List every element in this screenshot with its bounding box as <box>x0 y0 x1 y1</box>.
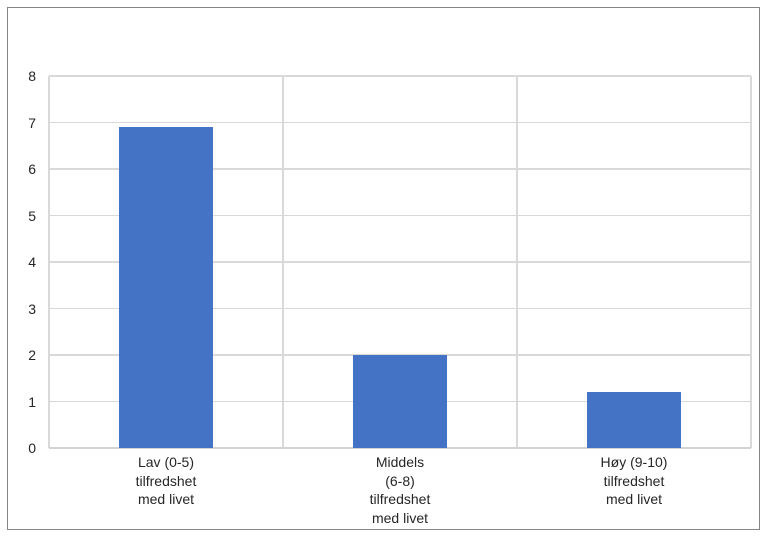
gridline-v <box>516 76 518 448</box>
x-category-label: Middels (6-8) tilfredshet med livet <box>369 454 431 526</box>
x-category-label: Høy (9-10) tilfredshet med livet <box>600 454 668 507</box>
y-tick-label: 7 <box>28 114 36 131</box>
y-tick-label: 2 <box>28 347 36 363</box>
bar-category-1 <box>119 127 213 448</box>
x-axis-line <box>49 447 751 449</box>
y-tick-label: 6 <box>28 161 36 177</box>
y-tick-label: 5 <box>28 207 36 224</box>
gridline-h <box>49 75 751 77</box>
gridline-v <box>750 76 752 448</box>
gridline-h <box>49 214 751 217</box>
gridline-h <box>49 307 751 310</box>
y-tick-label: 0 <box>28 440 36 456</box>
gridline-v <box>48 76 50 448</box>
x-category-label: Lav (0-5) tilfredshet med livet <box>135 454 197 507</box>
bar-category-3 <box>587 392 681 448</box>
y-tick-label: 1 <box>28 393 36 410</box>
gridline-h <box>49 261 751 263</box>
y-tick-label: 4 <box>28 254 36 270</box>
y-tick-label: 8 <box>28 68 36 84</box>
y-tick-label: 3 <box>28 300 36 317</box>
gridline-h <box>49 121 751 124</box>
bar-category-2 <box>353 355 447 448</box>
gridline-h <box>49 168 751 170</box>
gridline-v <box>282 76 284 448</box>
